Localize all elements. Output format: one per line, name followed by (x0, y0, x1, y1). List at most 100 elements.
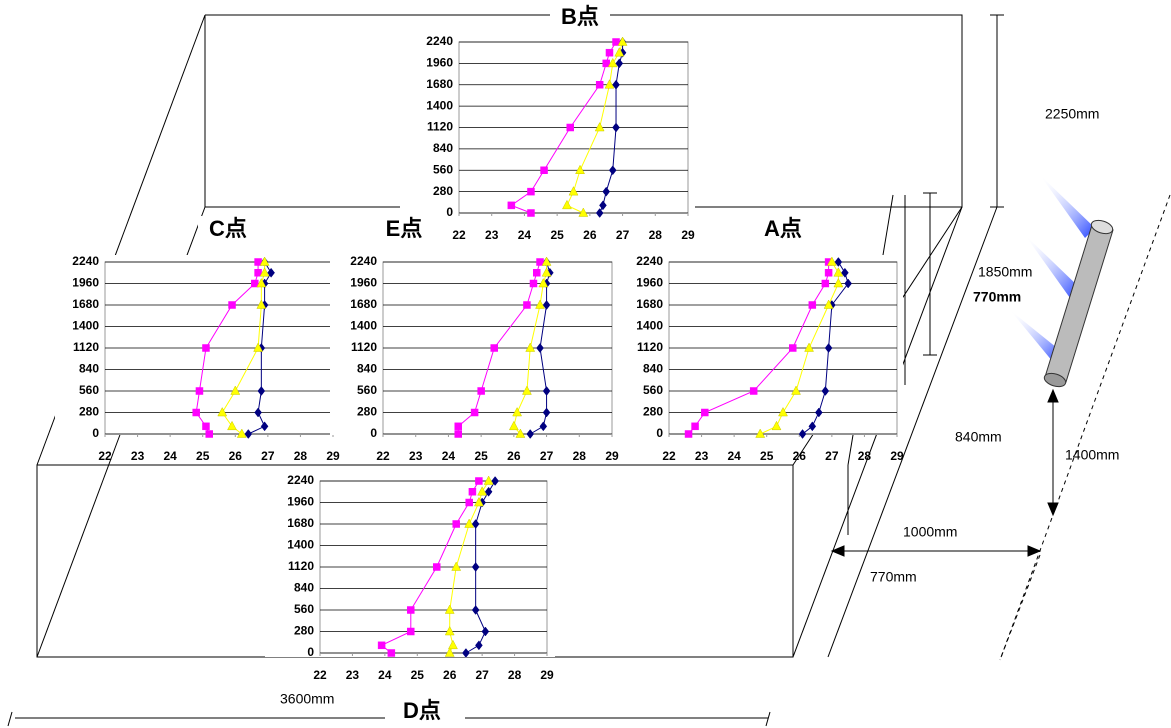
marker (433, 564, 440, 571)
y-tick-label: 840 (79, 362, 99, 376)
chart-title: D点 (403, 698, 441, 723)
marker (530, 280, 537, 287)
y-tick-label: 1400 (426, 98, 453, 112)
marker (407, 607, 414, 614)
y-tick-label: 280 (294, 624, 314, 638)
x-tick-label: 22 (98, 449, 112, 463)
marker (527, 188, 534, 195)
x-tick-label: 26 (793, 449, 807, 463)
nozzle (1010, 175, 1114, 389)
x-tick-label: 25 (760, 449, 774, 463)
x-tick-label: 22 (376, 449, 390, 463)
y-tick-label: 1960 (72, 276, 99, 290)
chart-title: E点 (386, 216, 423, 241)
marker (388, 650, 395, 657)
marker (469, 488, 476, 495)
y-tick-label: 280 (643, 405, 663, 419)
y-tick-label: 1960 (287, 495, 314, 509)
y-tick-label: 1120 (637, 340, 663, 354)
y-tick-label: 840 (643, 362, 663, 376)
y-tick-label: 2240 (287, 473, 314, 487)
x-tick-label: 26 (507, 449, 521, 463)
y-tick-label: 0 (92, 426, 99, 440)
chart: A点02805608401120140016801960224022232425… (618, 216, 904, 463)
marker (750, 388, 757, 395)
marker (193, 409, 200, 416)
y-tick-label: 2240 (636, 254, 663, 268)
marker (455, 431, 462, 438)
x-tick-label: 28 (573, 449, 587, 463)
marker (527, 210, 534, 217)
marker (378, 642, 385, 649)
x-tick-label: 27 (475, 668, 489, 682)
y-tick-label: 1960 (636, 276, 663, 290)
x-tick-label: 24 (163, 449, 177, 463)
dimension-label: 2250mm (1045, 106, 1099, 122)
y-tick-label: 560 (433, 162, 453, 176)
x-tick-label: 28 (508, 668, 522, 682)
y-tick-label: 1960 (426, 56, 453, 70)
marker (685, 431, 692, 438)
x-tick-label: 24 (518, 228, 532, 242)
y-tick-label: 0 (370, 426, 377, 440)
marker (567, 124, 574, 131)
y-tick-label: 1120 (288, 559, 314, 573)
y-tick-label: 280 (433, 184, 453, 198)
y-tick-label: 1960 (350, 276, 377, 290)
y-tick-label: 1680 (287, 516, 314, 530)
x-tick-label: 26 (583, 228, 597, 242)
x-tick-label: 24 (442, 449, 456, 463)
y-tick-label: 2240 (350, 254, 377, 268)
y-tick-label: 2240 (72, 254, 99, 268)
marker (196, 388, 203, 395)
dimension-label: 770mm (870, 569, 917, 585)
x-tick-label: 23 (131, 449, 145, 463)
x-tick-label: 23 (409, 449, 423, 463)
y-tick-label: 1680 (72, 297, 99, 311)
y-tick-label: 560 (357, 383, 377, 397)
marker (692, 423, 699, 430)
y-tick-label: 1680 (636, 297, 663, 311)
y-tick-label: 560 (79, 383, 99, 397)
x-tick-label: 24 (727, 449, 741, 463)
marker (455, 423, 462, 430)
marker (466, 499, 473, 506)
marker (523, 302, 530, 309)
x-tick-label: 25 (550, 228, 564, 242)
x-tick-label: 29 (540, 668, 554, 682)
x-tick-label: 25 (196, 449, 210, 463)
marker (206, 431, 213, 438)
y-tick-label: 840 (357, 362, 377, 376)
dimension-label: 1850mm (978, 264, 1032, 280)
y-tick-label: 1400 (72, 319, 99, 333)
dimension-label: 3600mm (280, 691, 334, 707)
x-tick-label: 23 (485, 228, 499, 242)
x-tick-label: 28 (858, 449, 872, 463)
x-tick-label: 26 (229, 449, 243, 463)
marker (475, 478, 482, 485)
dimension-label: 1000mm (903, 524, 957, 540)
x-tick-label: 22 (313, 668, 327, 682)
dimension-label: 840mm (955, 429, 1002, 445)
y-tick-label: 0 (656, 426, 663, 440)
x-tick-label: 29 (605, 449, 619, 463)
marker (809, 302, 816, 309)
y-tick-label: 1400 (287, 538, 314, 552)
chart: C点02805608401120140016801960224022232425… (55, 216, 340, 463)
y-tick-label: 1400 (636, 319, 663, 333)
y-tick-label: 0 (307, 645, 314, 659)
y-tick-label: 1680 (350, 297, 377, 311)
y-tick-label: 1120 (73, 340, 99, 354)
x-tick-label: 23 (346, 668, 360, 682)
marker (407, 628, 414, 635)
y-tick-label: 840 (433, 141, 453, 155)
marker (471, 409, 478, 416)
y-tick-label: 560 (294, 602, 314, 616)
y-tick-label: 1680 (426, 77, 453, 91)
marker (202, 423, 209, 430)
x-tick-label: 29 (326, 449, 340, 463)
x-tick-label: 29 (681, 228, 695, 242)
x-tick-label: 26 (443, 668, 457, 682)
x-tick-label: 24 (378, 668, 392, 682)
